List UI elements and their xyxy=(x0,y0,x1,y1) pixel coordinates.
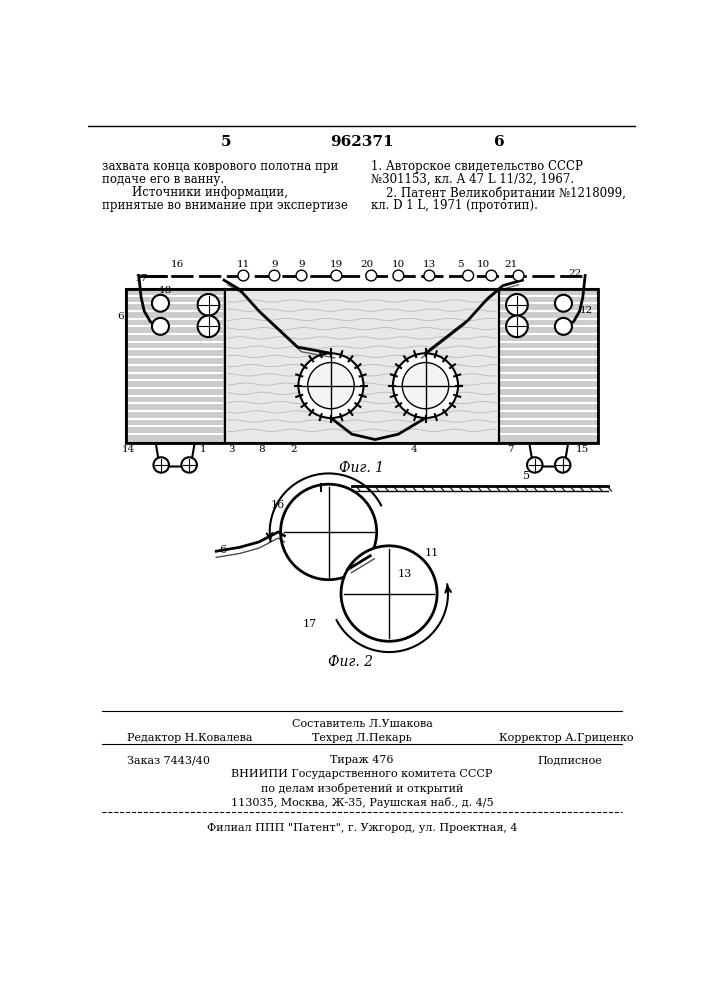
Text: 16: 16 xyxy=(171,260,184,269)
Text: 2: 2 xyxy=(291,445,297,454)
Bar xyxy=(126,289,598,443)
Text: ВНИИПИ Государственного комитета СССР: ВНИИПИ Государственного комитета СССР xyxy=(231,769,493,779)
Circle shape xyxy=(198,316,219,337)
Bar xyxy=(126,289,225,443)
Text: 12: 12 xyxy=(580,306,593,315)
Text: Подписное: Подписное xyxy=(538,755,602,765)
Text: 20: 20 xyxy=(361,260,374,269)
Text: Составитель Л.Ушакова: Составитель Л.Ушакова xyxy=(291,719,433,729)
Circle shape xyxy=(153,457,169,473)
Circle shape xyxy=(462,270,474,281)
Circle shape xyxy=(366,270,377,281)
Bar xyxy=(225,289,499,443)
Polygon shape xyxy=(156,443,194,466)
Circle shape xyxy=(402,363,449,409)
Text: Источники информации,: Источники информации, xyxy=(103,186,288,199)
Circle shape xyxy=(555,295,572,312)
Text: 14: 14 xyxy=(122,445,135,454)
Text: 13: 13 xyxy=(397,569,411,579)
Circle shape xyxy=(393,270,404,281)
Text: принятые во внимание при экспертизе: принятые во внимание при экспертизе xyxy=(103,199,349,212)
Text: 18: 18 xyxy=(159,286,173,295)
Text: 19: 19 xyxy=(329,260,343,269)
Text: 22: 22 xyxy=(568,269,582,278)
Circle shape xyxy=(506,316,528,337)
Text: 5: 5 xyxy=(221,135,230,149)
Text: 7: 7 xyxy=(508,445,514,454)
Text: 8: 8 xyxy=(258,445,264,454)
Text: №301153, кл. А 47 L 11/32, 1967.: №301153, кл. А 47 L 11/32, 1967. xyxy=(371,173,574,186)
Text: 3: 3 xyxy=(228,445,235,454)
Text: 21: 21 xyxy=(504,260,518,269)
Text: 13: 13 xyxy=(423,260,436,269)
Circle shape xyxy=(555,318,572,335)
Text: Фиг. 2: Фиг. 2 xyxy=(328,655,373,669)
Text: 6: 6 xyxy=(117,312,124,321)
Text: 9: 9 xyxy=(271,260,278,269)
Polygon shape xyxy=(530,443,568,466)
Circle shape xyxy=(152,295,169,312)
Text: 113035, Москва, Ж-35, Раушская наб., д. 4/5: 113035, Москва, Ж-35, Раушская наб., д. … xyxy=(230,797,493,808)
Text: 15: 15 xyxy=(576,445,590,454)
Text: Техред Л.Пекарь: Техред Л.Пекарь xyxy=(312,733,411,743)
Circle shape xyxy=(513,270,524,281)
Text: Тираж 476: Тираж 476 xyxy=(330,755,394,765)
Text: кл. D 1 L, 1971 (прототип).: кл. D 1 L, 1971 (прототип). xyxy=(371,199,538,212)
Circle shape xyxy=(296,270,307,281)
Text: 17: 17 xyxy=(302,619,316,629)
Circle shape xyxy=(424,270,435,281)
Circle shape xyxy=(198,294,219,316)
Circle shape xyxy=(341,546,437,641)
Circle shape xyxy=(182,457,197,473)
Text: Филиал ППП "Патент", г. Ужгород, ул. Проектная, 4: Филиал ППП "Патент", г. Ужгород, ул. Про… xyxy=(206,823,518,833)
Text: 6: 6 xyxy=(219,545,226,555)
Circle shape xyxy=(269,270,280,281)
Text: 5: 5 xyxy=(457,260,464,269)
Text: 11: 11 xyxy=(425,548,439,558)
Text: 1: 1 xyxy=(200,445,206,454)
Circle shape xyxy=(486,270,497,281)
Text: подаче его в ванну.: подаче его в ванну. xyxy=(103,173,224,186)
Text: 1. Авторское свидетельство СССР: 1. Авторское свидетельство СССР xyxy=(371,160,583,173)
Circle shape xyxy=(238,270,249,281)
Text: 16: 16 xyxy=(271,500,286,510)
Text: по делам изобретений и открытий: по делам изобретений и открытий xyxy=(261,783,463,794)
Circle shape xyxy=(506,294,528,316)
Text: Редактор Н.Ковалева: Редактор Н.Ковалева xyxy=(127,733,252,743)
Circle shape xyxy=(555,457,571,473)
Text: 9: 9 xyxy=(298,260,305,269)
Text: 4: 4 xyxy=(411,445,417,454)
Text: 2. Патент Великобритании №1218099,: 2. Патент Великобритании №1218099, xyxy=(371,186,626,200)
Text: 6: 6 xyxy=(493,135,504,149)
Circle shape xyxy=(331,270,341,281)
Bar xyxy=(499,289,598,443)
Text: 10: 10 xyxy=(477,260,490,269)
Text: 5: 5 xyxy=(522,471,530,481)
Circle shape xyxy=(308,363,354,409)
Text: 962371: 962371 xyxy=(330,135,394,149)
Text: 17: 17 xyxy=(134,274,148,283)
Text: 10: 10 xyxy=(392,260,405,269)
Circle shape xyxy=(152,318,169,335)
Circle shape xyxy=(281,484,377,580)
Text: Фиг. 1: Фиг. 1 xyxy=(339,461,385,475)
Circle shape xyxy=(393,353,458,418)
Circle shape xyxy=(527,457,542,473)
Text: Корректор А.Гриценко: Корректор А.Гриценко xyxy=(499,733,633,743)
Circle shape xyxy=(298,353,363,418)
Text: Заказ 7443/40: Заказ 7443/40 xyxy=(127,755,210,765)
Text: захвата конца коврового полотна при: захвата конца коврового полотна при xyxy=(103,160,339,173)
Text: 11: 11 xyxy=(237,260,250,269)
